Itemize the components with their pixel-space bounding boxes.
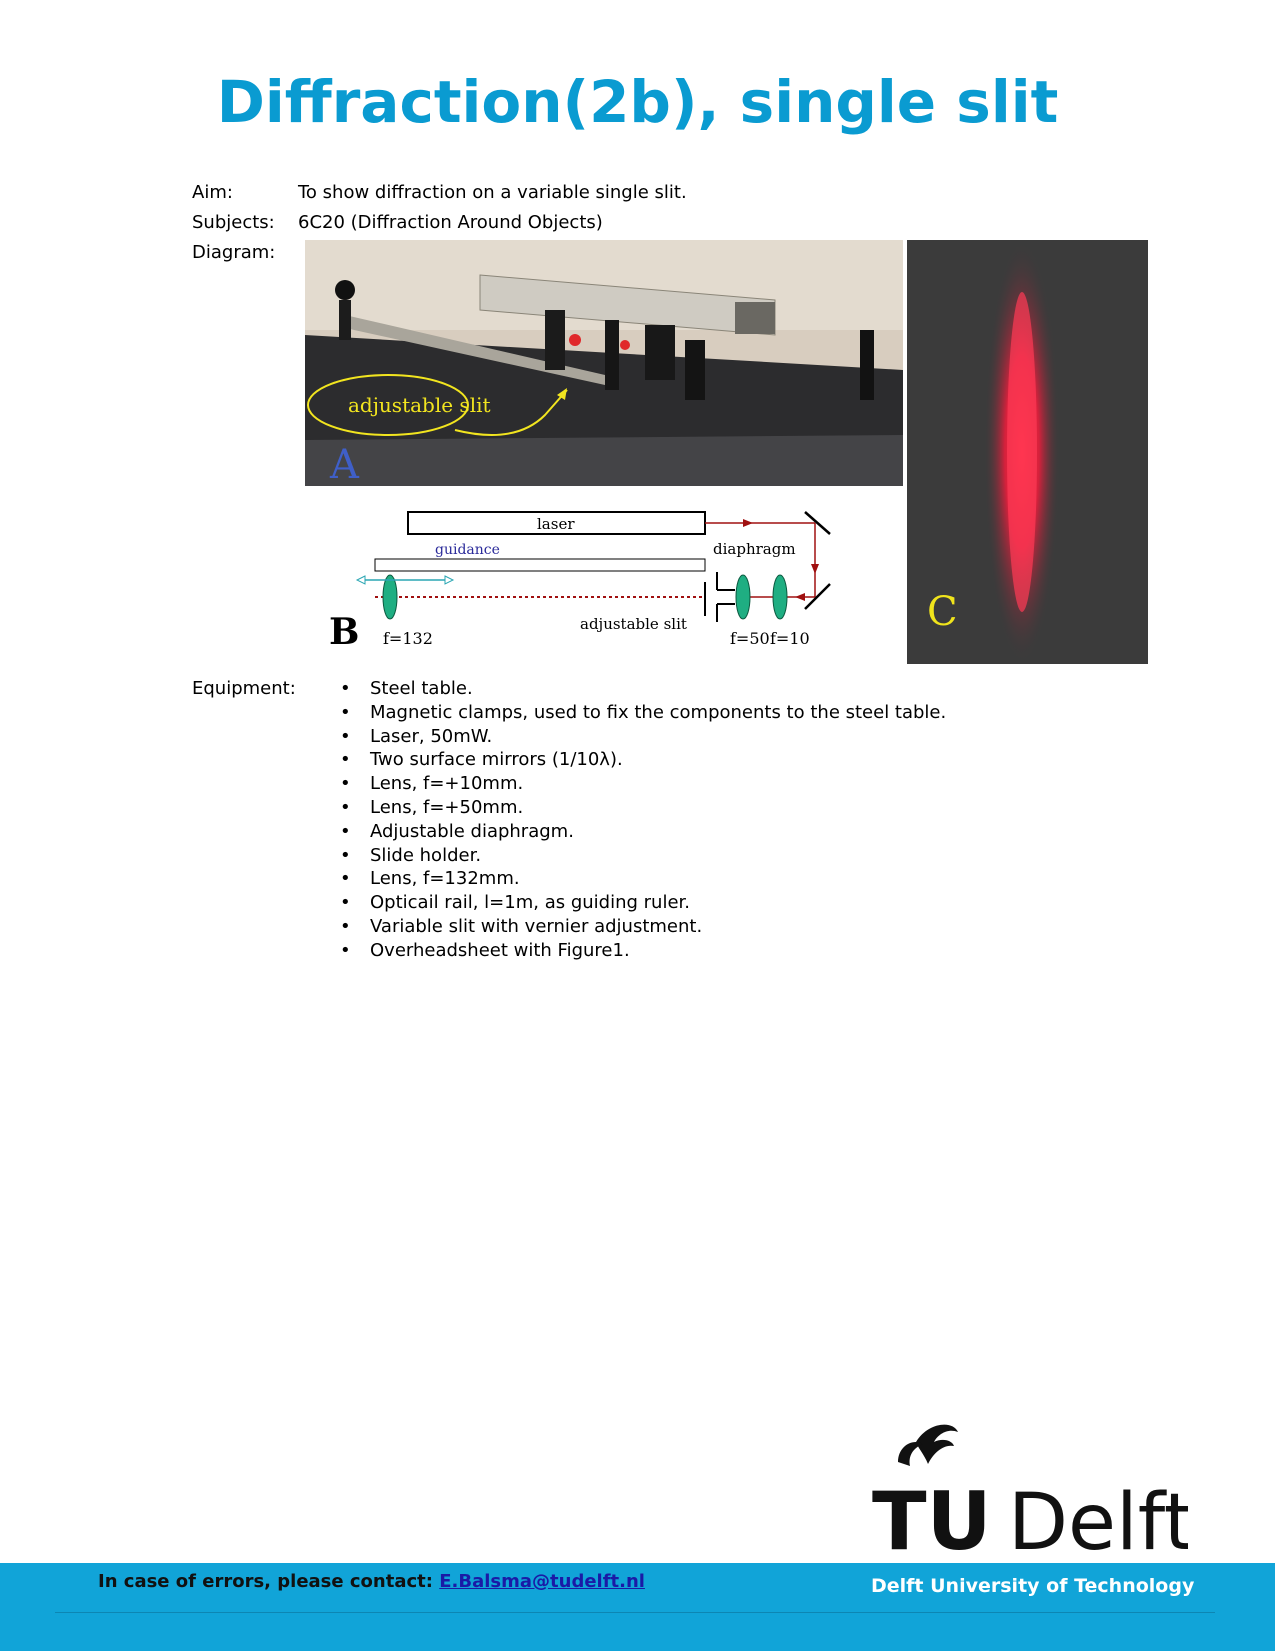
panel-b-letter: B bbox=[329, 611, 359, 653]
equipment-item-text: Adjustable diaphragm. bbox=[370, 820, 574, 842]
equipment-item: • Adjustable diaphragm. bbox=[340, 820, 946, 844]
bullet-icon: • bbox=[340, 892, 351, 914]
equipment-item: • Steel table. bbox=[340, 677, 946, 701]
equipment-item-text: Two surface mirrors (1/10λ). bbox=[370, 749, 623, 771]
bullet-icon: • bbox=[340, 915, 351, 937]
diagram-label: Diagram: bbox=[192, 242, 276, 263]
footer-contact: In case of errors, please contact: E.Bal… bbox=[98, 1571, 645, 1592]
equipment-item: • Variable slit with vernier adjustment. bbox=[340, 915, 946, 939]
equipment-item: • Lens, f=132mm. bbox=[340, 867, 946, 891]
equipment-item-text: Lens, f=132mm. bbox=[370, 868, 520, 890]
tu-delft-logo: TU Delft bbox=[872, 1424, 1188, 1554]
panel-a-letter: A bbox=[329, 442, 360, 486]
schematic-adjustable-slit: adjustable slit bbox=[580, 615, 687, 633]
equipment-item-text: Opticail rail, l=1m, as guiding ruler. bbox=[370, 892, 690, 914]
bullet-icon: • bbox=[340, 796, 351, 818]
logo-tu: TU bbox=[872, 1475, 992, 1554]
equipment-item: • Slide holder. bbox=[340, 844, 946, 868]
contact-prefix: In case of errors, please contact: bbox=[98, 1571, 433, 1592]
equipment-item-text: Laser, 50mW. bbox=[370, 725, 493, 747]
equipment-item-text: Lens, f=+10mm. bbox=[370, 773, 524, 795]
page-title: Diffraction(2b), single slit bbox=[216, 68, 1059, 136]
equipment-item: • Two surface mirrors (1/10λ). bbox=[340, 748, 946, 772]
equipment-item-text: Steel table. bbox=[370, 678, 473, 699]
equipment-item: • Laser, 50mW. bbox=[340, 725, 946, 749]
equipment-item: • Overheadsheet with Figure1. bbox=[340, 939, 946, 963]
bullet-icon: • bbox=[340, 939, 351, 961]
diffraction-pattern-image: C bbox=[907, 240, 1148, 664]
schematic-lens1: f=132 bbox=[383, 629, 433, 648]
schematic-diaphragm: diaphragm bbox=[713, 540, 796, 558]
equipment-item-text: Overheadsheet with Figure1. bbox=[370, 939, 630, 961]
equipment-list: • Steel table. • Magnetic clamps, used to f… bbox=[340, 677, 946, 963]
setup-schematic: laser guidance diaphragm B f=132 adjusta… bbox=[305, 494, 903, 664]
bullet-icon: • bbox=[340, 749, 351, 771]
footer-bar bbox=[0, 1563, 1275, 1651]
subjects-label: Subjects: bbox=[192, 212, 275, 233]
schematic-laser: laser bbox=[537, 515, 575, 533]
equipment-item: • Lens, f=+50mm. bbox=[340, 796, 946, 820]
equipment-item-text: Variable slit with vernier adjustment. bbox=[370, 915, 703, 937]
schematic-guidance: guidance bbox=[435, 542, 500, 558]
equipment-item: • Opticail rail, l=1m, as guiding ruler. bbox=[340, 891, 946, 915]
setup-photo: adjustable slit A bbox=[305, 240, 903, 486]
aim-value: To show diffraction on a variable single… bbox=[298, 182, 687, 203]
equipment-label: Equipment: bbox=[192, 678, 296, 699]
logo-delft: Delft bbox=[1008, 1478, 1188, 1554]
equipment-item-text: Magnetic clamps, used to fix the compone… bbox=[370, 701, 947, 723]
bullet-icon: • bbox=[340, 678, 351, 699]
contact-email-link[interactable]: E.Balsma@tudelft.nl bbox=[439, 1571, 645, 1592]
equipment-item-text: Lens, f=+50mm. bbox=[370, 796, 524, 818]
photo-annotation: adjustable slit bbox=[348, 393, 491, 417]
university-name: Delft University of Technology bbox=[871, 1575, 1195, 1597]
bullet-icon: • bbox=[340, 820, 351, 842]
bullet-icon: • bbox=[340, 773, 351, 795]
panel-c-letter: C bbox=[927, 589, 958, 635]
bullet-icon: • bbox=[340, 725, 351, 747]
aim-label: Aim: bbox=[192, 182, 233, 203]
bullet-icon: • bbox=[340, 701, 351, 723]
bullet-icon: • bbox=[340, 868, 351, 890]
equipment-item: • Lens, f=+10mm. bbox=[340, 772, 946, 796]
footer-divider bbox=[55, 1612, 1215, 1613]
equipment-item: • Magnetic clamps, used to fix the compon… bbox=[340, 701, 946, 725]
schematic-lens2: f=50 bbox=[730, 629, 770, 648]
schematic-lens3: f=10 bbox=[770, 629, 810, 648]
subjects-value: 6C20 (Diffraction Around Objects) bbox=[298, 212, 603, 233]
bullet-icon: • bbox=[340, 844, 351, 866]
equipment-item-text: Slide holder. bbox=[370, 844, 482, 866]
